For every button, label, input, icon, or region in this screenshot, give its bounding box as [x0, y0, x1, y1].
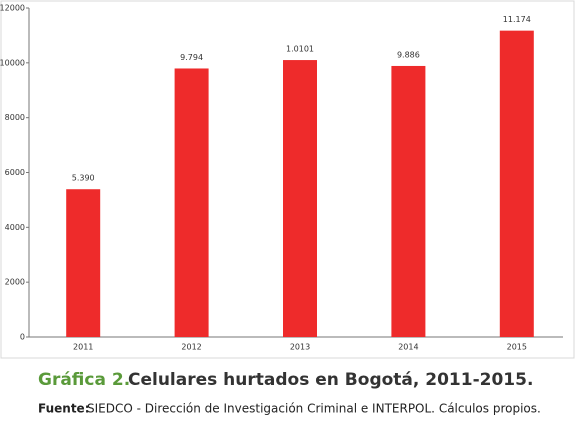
bar — [283, 60, 317, 338]
bar — [391, 65, 426, 337]
x-tick-label: 2015 — [507, 343, 527, 352]
value-label: 11.174 — [503, 15, 531, 24]
y-tick-label: 2000 — [5, 278, 25, 287]
y-tick-label: 4000 — [5, 223, 25, 232]
bar — [499, 30, 534, 337]
y-tick-label: 10000 — [0, 58, 25, 67]
title-prefix: Gráfica 2. — [38, 370, 130, 390]
bar — [174, 68, 209, 337]
y-tick-label: 0 — [20, 333, 25, 342]
x-tick-label: 2012 — [181, 343, 201, 352]
source-label: Fuente: — [38, 402, 90, 416]
y-tick-label: 6000 — [5, 168, 25, 177]
chart-frame — [0, 0, 575, 359]
y-tick-label: 12000 — [0, 4, 25, 13]
value-label: 9.886 — [397, 50, 420, 59]
bar — [66, 189, 101, 337]
x-tick-label: 2014 — [398, 343, 418, 352]
source: SIEDCO - Dirección de Investigación Crim… — [87, 402, 541, 416]
x-tick-label: 2013 — [290, 343, 310, 352]
value-label: 1.0101 — [286, 45, 314, 54]
chart-title: Celulares hurtados en Bogotá, 2011-2015. — [128, 370, 533, 390]
x-tick-label: 2011 — [73, 343, 93, 352]
value-label: 5.390 — [72, 174, 95, 183]
y-tick-label: 8000 — [5, 113, 25, 122]
value-label: 9.794 — [180, 53, 203, 62]
